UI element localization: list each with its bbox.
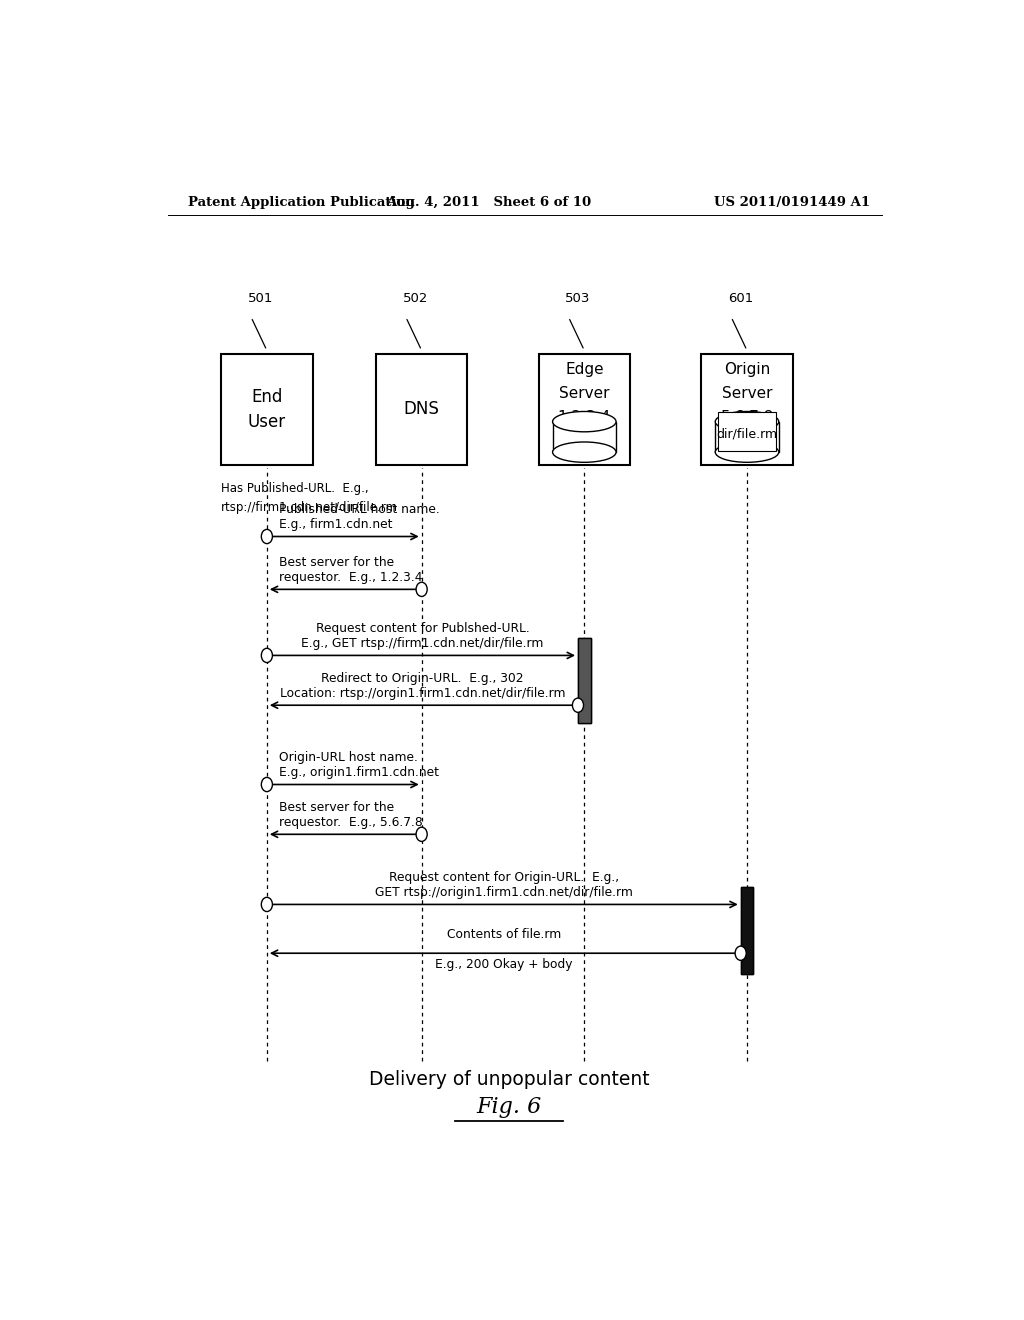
Bar	[578, 638, 591, 722]
Text: Location: rtsp://orgin1.firm1.cdn.net/dir/file.rm: Location: rtsp://orgin1.firm1.cdn.net/di…	[280, 688, 565, 700]
Text: Delivery of unpopular content: Delivery of unpopular content	[369, 1069, 649, 1089]
Circle shape	[735, 946, 746, 961]
Text: Best server for the: Best server for the	[279, 556, 394, 569]
Ellipse shape	[553, 442, 616, 462]
Bar	[578, 638, 591, 722]
Text: Contents of file.rm: Contents of file.rm	[446, 928, 561, 941]
Text: rtsp://firm1.cdn.net/dir/file.rm: rtsp://firm1.cdn.net/dir/file.rm	[221, 500, 398, 513]
Bar	[578, 638, 591, 722]
Text: Aug. 4, 2011   Sheet 6 of 10: Aug. 4, 2011 Sheet 6 of 10	[386, 195, 592, 209]
Text: DNS: DNS	[403, 400, 439, 418]
Circle shape	[416, 828, 427, 841]
Text: Redirect to Origin-URL.  E.g., 302: Redirect to Origin-URL. E.g., 302	[322, 672, 523, 685]
Ellipse shape	[715, 412, 779, 432]
Bar	[701, 354, 793, 466]
Text: Request content for Origin-URL.  E.g.,: Request content for Origin-URL. E.g.,	[389, 871, 618, 884]
Text: Best server for the: Best server for the	[279, 801, 394, 814]
Bar	[539, 354, 630, 466]
Circle shape	[261, 648, 272, 663]
Text: Has Published-URL.  E.g.,: Has Published-URL. E.g.,	[221, 482, 369, 495]
Text: E.g., GET rtsp://firm1.cdn.net/dir/file.rm: E.g., GET rtsp://firm1.cdn.net/dir/file.…	[301, 638, 544, 651]
Text: E.g., origin1.firm1.cdn.net: E.g., origin1.firm1.cdn.net	[279, 767, 438, 779]
Text: Server: Server	[559, 385, 609, 401]
Text: requestor.  E.g., 1.2.3.4: requestor. E.g., 1.2.3.4	[279, 572, 422, 585]
Text: End
User: End User	[248, 388, 286, 430]
Circle shape	[261, 777, 272, 792]
Text: Request content for Publshed-URL.: Request content for Publshed-URL.	[315, 622, 529, 635]
Bar	[553, 421, 616, 453]
Bar	[715, 421, 778, 453]
Bar	[740, 887, 754, 974]
Circle shape	[261, 898, 272, 912]
Text: Published-URL host name.: Published-URL host name.	[279, 503, 439, 516]
Bar	[740, 887, 754, 974]
Bar	[740, 887, 754, 974]
Bar	[376, 354, 467, 466]
Text: US 2011/0191449 A1: US 2011/0191449 A1	[714, 195, 870, 209]
Circle shape	[572, 698, 584, 713]
Text: 601: 601	[728, 292, 754, 305]
Text: 501: 501	[248, 292, 273, 305]
Circle shape	[261, 529, 272, 544]
Bar	[718, 412, 776, 451]
Text: Edge: Edge	[565, 362, 603, 376]
Ellipse shape	[715, 442, 779, 462]
Text: 1.2.3.4: 1.2.3.4	[558, 411, 611, 425]
Text: 502: 502	[402, 292, 428, 305]
Text: 503: 503	[565, 292, 591, 305]
Text: Patent Application Publication: Patent Application Publication	[187, 195, 415, 209]
Text: Fig. 6: Fig. 6	[476, 1096, 542, 1118]
Text: E.g., 200 Okay + body: E.g., 200 Okay + body	[435, 958, 572, 972]
Text: Origin: Origin	[724, 362, 770, 376]
Text: Server: Server	[722, 385, 772, 401]
Bar	[221, 354, 312, 466]
Text: Origin-URL host name.: Origin-URL host name.	[279, 751, 418, 764]
Circle shape	[416, 582, 427, 597]
Text: dir/file.rm: dir/file.rm	[717, 428, 777, 441]
Text: 5.6.7.8: 5.6.7.8	[720, 411, 774, 425]
Text: GET rtsp://origin1.firm1.cdn.net/dir/file.rm: GET rtsp://origin1.firm1.cdn.net/dir/fil…	[375, 886, 633, 899]
Text: E.g., firm1.cdn.net: E.g., firm1.cdn.net	[279, 519, 392, 532]
Text: requestor.  E.g., 5.6.7.8: requestor. E.g., 5.6.7.8	[279, 816, 423, 829]
Ellipse shape	[553, 412, 616, 432]
